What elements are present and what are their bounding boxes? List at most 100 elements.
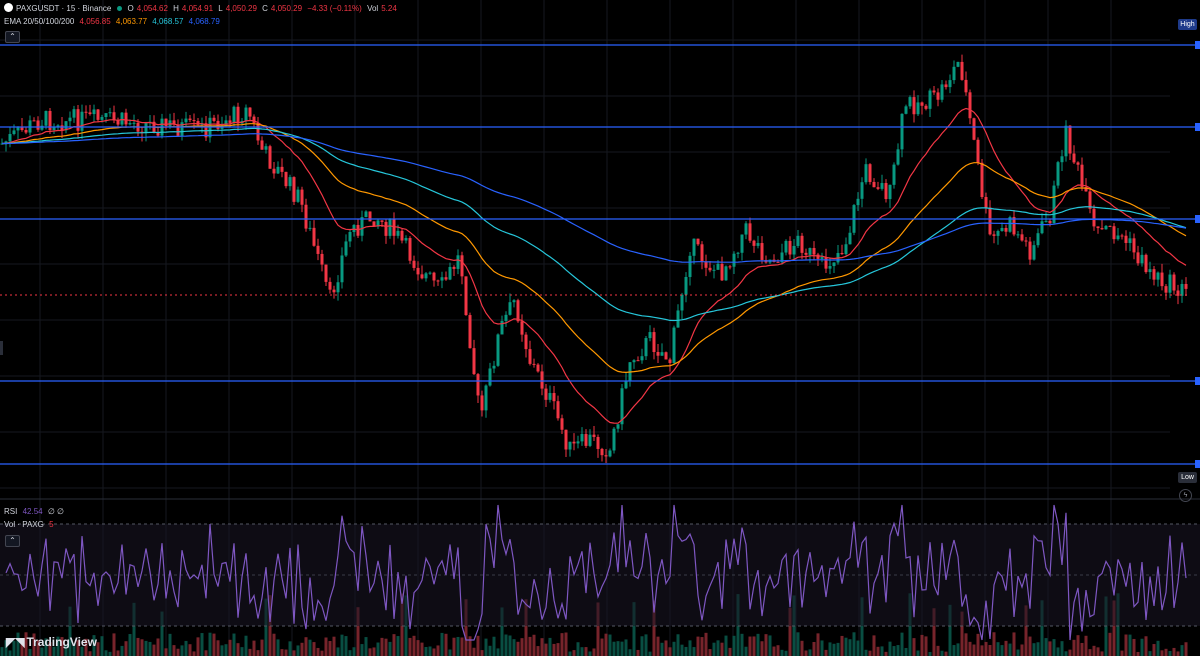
candle [452,266,456,269]
candle [532,363,536,365]
candle [12,130,16,135]
volume-bar [948,604,952,656]
candle [1088,191,1092,209]
volume-bar [864,649,868,656]
volume-bar [68,606,72,656]
volume-bar [784,650,788,656]
volume-legend[interactable]: Vol · PAXG 5 [4,519,57,530]
volume-bar [800,640,804,656]
volume-bar [1072,639,1076,656]
candle [788,240,792,255]
candle [640,356,644,361]
rsi-legend[interactable]: RSI 42.54 ∅ ∅ [4,506,67,517]
candle [696,238,700,245]
candle [96,109,100,120]
volume-bar [524,599,528,656]
candle [544,388,548,400]
candle [992,234,996,236]
candle [1172,274,1176,291]
candle [1108,225,1112,227]
candle [516,300,520,322]
candle [648,332,652,339]
tradingview-name: TradingView [26,635,97,649]
left-panel-handle[interactable] [0,341,3,355]
candle [20,126,24,131]
collapse-legend-button[interactable]: ⌃ [5,31,20,43]
volume-bar [160,611,164,656]
ema-legend[interactable]: EMA 20/50/100/200 4,056.85 4,063.77 4,06… [4,16,223,27]
candle [1080,164,1084,188]
volume-bar [1008,643,1012,656]
volume-bar [856,640,860,656]
candle [812,248,816,255]
collapse-indicators-button[interactable]: ⌃ [5,535,20,547]
volume-bar [144,640,148,656]
candle [472,348,476,375]
volume-bar [716,640,720,656]
volume-bar [564,632,568,656]
candle [8,134,12,142]
volume-bar [740,633,744,656]
candle [856,198,860,206]
volume-bar [88,651,92,656]
volume-bar [1032,643,1036,656]
candle [636,360,640,362]
chevron-up-icon: ⌃ [9,32,16,41]
volume-bar [1144,636,1148,656]
volume-bar [548,637,552,656]
volume-bar [444,633,448,656]
candle [1044,220,1048,222]
volume-bar [556,643,560,656]
tradingview-logo[interactable]: ◤◥ TradingView [6,635,97,649]
volume-bar [544,643,548,656]
volume-bar [456,636,460,656]
volume-bar [924,636,928,656]
candle [560,418,564,430]
volume-bar [728,647,732,656]
candle [700,244,704,262]
candle [652,332,656,353]
volume-bar [504,634,508,656]
volume-bar [1160,650,1164,656]
candle [976,139,980,163]
candle [508,302,512,315]
candle [1036,233,1040,246]
volume-bar [992,632,996,656]
volume-bar [820,640,824,656]
volume-bar [552,643,556,656]
candle [828,266,832,269]
volume-bar [868,650,872,656]
candle [368,211,372,222]
volume-bar [280,649,284,656]
lightning-icon[interactable]: ϟ [1179,489,1192,502]
volume-bar [180,645,184,656]
ohlc-low-value: 4,050.29 [225,4,257,13]
volume-bar [984,641,988,656]
volume-bar [1036,642,1040,656]
candle [400,230,404,241]
volume-bar [796,632,800,656]
volume-bar [376,642,380,656]
volume-bar [636,649,640,656]
volume-bar [628,649,632,656]
volume-bar [28,648,32,656]
volume-bar [480,650,484,656]
candle [68,117,72,122]
volume-bar [412,635,416,656]
candle [504,314,508,321]
level-handle [1195,377,1200,385]
volume-bar [320,650,324,656]
volume-bar [152,644,156,656]
candle [1060,156,1064,163]
candle [884,183,888,200]
volume-value: 5 [49,520,54,529]
volume-bar [12,640,16,656]
candle [104,113,108,117]
candle [372,221,376,227]
candle [488,368,492,386]
level-handle [1195,460,1200,468]
ema-100-line [2,127,1187,322]
symbol-title[interactable]: PAXGUSDT · 15 · Binance [16,4,112,13]
volume-bar [132,602,136,656]
